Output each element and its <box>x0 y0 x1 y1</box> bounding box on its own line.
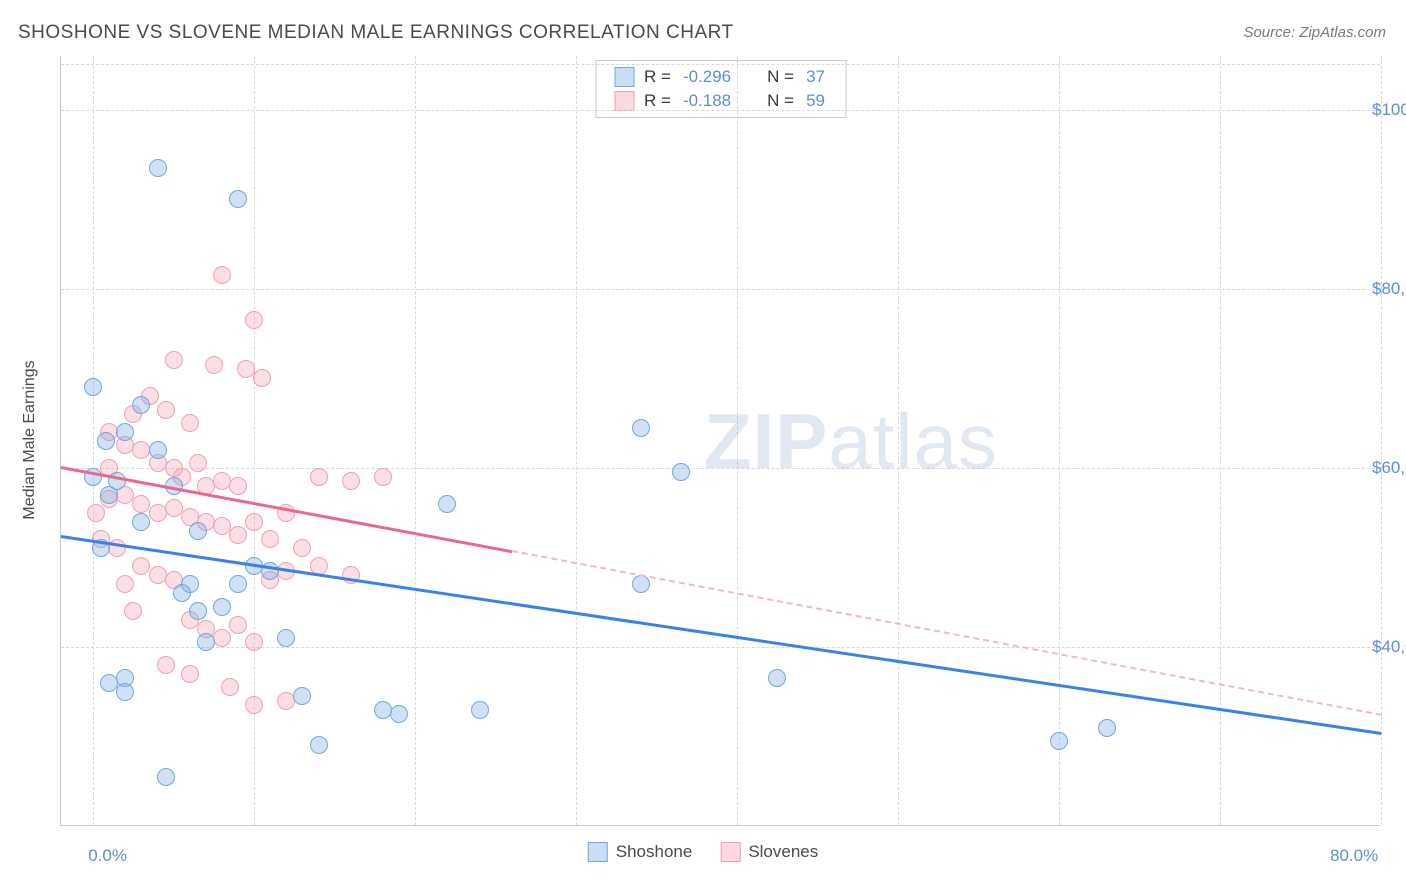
point-slovenes <box>157 656 175 674</box>
point-shoshone <box>181 575 199 593</box>
x-tick-max: 80.0% <box>1330 846 1378 866</box>
legend-shoshone-label: Shoshone <box>616 842 693 862</box>
gridline-v <box>93 56 94 825</box>
legend-slovenes-label: Slovenes <box>748 842 818 862</box>
y-tick-label: $60,000 <box>1372 458 1406 478</box>
point-slovenes <box>116 575 134 593</box>
point-shoshone <box>471 701 489 719</box>
swatch-blue-icon <box>614 67 634 87</box>
gridline-v <box>737 56 738 825</box>
point-slovenes <box>245 696 263 714</box>
point-shoshone <box>310 736 328 754</box>
point-shoshone <box>132 513 150 531</box>
gridline-h <box>61 64 1380 65</box>
point-slovenes <box>205 356 223 374</box>
legend-slovenes-N: 59 <box>806 91 825 111</box>
point-slovenes <box>181 665 199 683</box>
legend-item-slovenes: Slovenes <box>720 842 818 862</box>
source-label: Source: ZipAtlas.com <box>1243 24 1386 41</box>
point-shoshone <box>197 633 215 651</box>
point-slovenes <box>293 539 311 557</box>
point-shoshone <box>632 419 650 437</box>
point-shoshone <box>438 495 456 513</box>
point-shoshone <box>132 396 150 414</box>
point-slovenes <box>229 616 247 634</box>
chart-title: SHOSHONE VS SLOVENE MEDIAN MALE EARNINGS… <box>18 22 734 44</box>
point-shoshone <box>116 683 134 701</box>
point-shoshone <box>157 768 175 786</box>
gridline-h <box>61 110 1380 111</box>
point-slovenes <box>189 454 207 472</box>
point-slovenes <box>229 477 247 495</box>
point-shoshone <box>189 522 207 540</box>
gridline-v <box>415 56 416 825</box>
point-shoshone <box>672 463 690 481</box>
swatch-pink-icon <box>614 91 634 111</box>
point-shoshone <box>213 598 231 616</box>
gridline-h <box>61 289 1380 290</box>
gridline-v <box>1059 56 1060 825</box>
point-slovenes <box>245 311 263 329</box>
y-axis-title: Median Male Earnings <box>21 360 39 519</box>
point-slovenes <box>87 504 105 522</box>
y-tick-label: $40,000 <box>1372 637 1406 657</box>
legend-item-shoshone: Shoshone <box>588 842 693 862</box>
gridline-v <box>576 56 577 825</box>
point-shoshone <box>189 602 207 620</box>
point-slovenes <box>342 472 360 490</box>
gridline-v <box>1381 56 1382 825</box>
point-slovenes <box>165 351 183 369</box>
point-shoshone <box>97 432 115 450</box>
point-slovenes <box>157 401 175 419</box>
point-slovenes <box>181 414 199 432</box>
point-shoshone <box>1098 719 1116 737</box>
point-shoshone <box>632 575 650 593</box>
point-shoshone <box>293 687 311 705</box>
point-shoshone <box>277 629 295 647</box>
point-slovenes <box>374 468 392 486</box>
gridline-h <box>61 468 1380 469</box>
legend-R-label: R = <box>644 67 671 87</box>
legend-shoshone-R: -0.296 <box>683 67 731 87</box>
point-shoshone <box>1050 732 1068 750</box>
point-shoshone <box>84 378 102 396</box>
point-slovenes <box>245 513 263 531</box>
point-shoshone <box>390 705 408 723</box>
point-slovenes <box>124 602 142 620</box>
point-slovenes <box>213 629 231 647</box>
y-tick-label: $100,000 <box>1372 100 1406 120</box>
point-slovenes <box>213 266 231 284</box>
legend-N-label: N = <box>767 91 794 111</box>
legend-row-shoshone: R = -0.296 N = 37 <box>596 65 845 89</box>
legend-slovenes-R: -0.188 <box>683 91 731 111</box>
swatch-pink-icon <box>720 842 740 862</box>
point-shoshone <box>229 190 247 208</box>
point-slovenes <box>261 530 279 548</box>
trendline-slovenes-dash <box>512 550 1382 716</box>
swatch-blue-icon <box>588 842 608 862</box>
point-shoshone <box>149 441 167 459</box>
point-slovenes <box>221 678 239 696</box>
point-slovenes <box>253 369 271 387</box>
point-slovenes <box>245 633 263 651</box>
point-slovenes <box>310 468 328 486</box>
point-shoshone <box>149 159 167 177</box>
point-shoshone <box>229 575 247 593</box>
gridline-v <box>898 56 899 825</box>
series-legend: Shoshone Slovenes <box>588 842 819 862</box>
x-tick-min: 0.0% <box>88 846 127 866</box>
legend-shoshone-N: 37 <box>806 67 825 87</box>
point-shoshone <box>116 423 134 441</box>
point-slovenes <box>229 526 247 544</box>
y-tick-label: $80,000 <box>1372 279 1406 299</box>
point-shoshone <box>768 669 786 687</box>
legend-R-label: R = <box>644 91 671 111</box>
legend-N-label: N = <box>767 67 794 87</box>
chart-plot-area: R = -0.296 N = 37 R = -0.188 N = 59 <box>60 56 1380 826</box>
